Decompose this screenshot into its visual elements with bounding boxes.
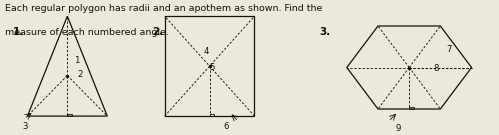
Text: 1: 1 [74,56,79,65]
Text: 3.: 3. [319,27,331,37]
Text: measure of each numbered angle.: measure of each numbered angle. [5,28,169,37]
Text: 6: 6 [223,122,229,131]
Text: 9: 9 [396,124,401,133]
Text: Each regular polygon has radii and an apothem as shown. Find the: Each regular polygon has radii and an ap… [5,4,322,13]
Text: 8: 8 [433,64,439,73]
Text: 5: 5 [210,63,215,72]
Text: 7: 7 [447,45,452,54]
Text: 3: 3 [22,122,28,131]
Text: 4: 4 [204,48,209,56]
Text: 2: 2 [77,70,83,79]
Text: 1.: 1. [12,27,24,37]
Text: 2.: 2. [152,27,164,37]
